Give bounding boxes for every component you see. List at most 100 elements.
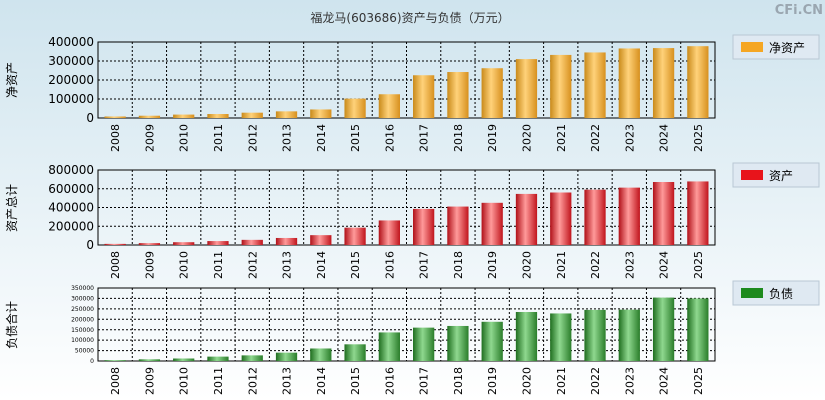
legend-swatch: [741, 288, 763, 298]
x-tick-label: 2008: [109, 367, 122, 395]
x-tick-label: 2009: [143, 251, 156, 279]
legend-box: [732, 34, 820, 60]
bar: [413, 75, 435, 118]
x-tick-label: 2015: [349, 367, 362, 395]
bar: [138, 243, 161, 245]
watermark: CFi.CN: [775, 3, 823, 18]
x-tick-label: 2015: [349, 124, 362, 152]
bar: [241, 239, 263, 245]
bar: [138, 115, 161, 118]
bar: [550, 54, 572, 118]
x-tick-label: 2025: [692, 367, 705, 395]
x-tick-label: 2011: [212, 367, 225, 395]
y-tick-label: 200000: [48, 219, 94, 233]
bar: [207, 114, 229, 118]
x-tick-label: 2017: [418, 251, 431, 279]
x-tick-label: 2017: [418, 367, 431, 395]
x-tick-label: 2018: [452, 367, 465, 395]
x-tick-label: 2010: [178, 367, 191, 395]
x-tick-label: 2016: [383, 251, 396, 279]
bar: [173, 114, 195, 118]
x-tick-label: 2019: [486, 251, 499, 279]
x-tick-label: 2017: [418, 124, 431, 152]
bar: [618, 309, 640, 361]
x-tick-label: 2023: [623, 367, 636, 395]
x-tick-label: 2022: [589, 124, 602, 152]
x-tick-label: 2013: [281, 251, 294, 279]
x-tick-label: 2021: [555, 367, 568, 395]
y-axis-label: 资产总计: [5, 184, 19, 232]
x-tick-label: 2013: [281, 124, 294, 152]
x-tick-label: 2023: [623, 124, 636, 152]
bar: [687, 46, 709, 118]
bar: [447, 325, 469, 361]
y-axis-label: 净资产: [5, 62, 19, 98]
y-tick-label: 100000: [48, 92, 94, 106]
legend: 资产: [732, 162, 820, 188]
y-tick-label: 200000: [71, 316, 94, 323]
x-tick-label: 2009: [143, 367, 156, 395]
legend-label: 负债: [769, 287, 793, 301]
y-tick-label: 400000: [48, 201, 94, 215]
bar: [447, 72, 469, 118]
y-tick-label: 150000: [71, 327, 94, 334]
bar: [652, 297, 675, 361]
bar: [310, 235, 332, 245]
x-tick-label: 2022: [589, 367, 602, 395]
x-tick-label: 2021: [555, 124, 568, 152]
y-tick-label: 300000: [71, 296, 94, 303]
bar: [378, 94, 400, 118]
legend: 净资产: [732, 34, 820, 60]
x-tick-label: 2012: [246, 251, 259, 279]
x-tick-label: 2020: [520, 367, 533, 395]
bar: [550, 313, 572, 361]
y-tick-label: 0: [86, 111, 94, 125]
bar: [618, 48, 640, 118]
y-tick-label: 100000: [71, 337, 94, 344]
bar: [378, 332, 400, 361]
x-tick-label: 2025: [692, 251, 705, 279]
x-tick-label: 2014: [315, 251, 328, 279]
bar: [241, 112, 263, 118]
bar: [413, 327, 435, 361]
bar: [584, 52, 606, 119]
y-tick-label: 600000: [48, 182, 94, 196]
x-tick-label: 2011: [212, 124, 225, 152]
x-tick-label: 2012: [246, 367, 259, 395]
bar: [310, 109, 332, 118]
x-tick-label: 2021: [555, 251, 568, 279]
x-tick-label: 2019: [486, 124, 499, 152]
bar: [481, 202, 503, 245]
x-tick-label: 2016: [383, 367, 396, 395]
bar: [241, 355, 263, 361]
bar: [173, 242, 195, 245]
bar: [584, 189, 606, 245]
x-tick-label: 2014: [315, 367, 328, 395]
y-tick-label: 300000: [48, 54, 94, 68]
bar: [104, 360, 126, 361]
x-tick-label: 2023: [623, 251, 636, 279]
y-tick-label: 50000: [75, 348, 94, 355]
bar: [104, 116, 126, 118]
x-tick-label: 2010: [178, 124, 191, 152]
panel-2: 800000 600000 400000 200000 0 2008 2009 2010 201…: [5, 162, 820, 279]
x-tick-label: 2010: [178, 251, 191, 279]
bar: [481, 321, 503, 361]
x-tick-label: 2024: [658, 124, 671, 152]
panel-1: 400000 300000 200000 100000 0 2008 2009 2010 201…: [5, 34, 820, 152]
bar: [207, 356, 229, 361]
x-tick-label: 2009: [143, 124, 156, 152]
legend: 负债: [732, 280, 820, 306]
bar: [687, 298, 709, 361]
legend-swatch: [741, 170, 763, 180]
x-tick-label: 2022: [589, 251, 602, 279]
bar: [344, 227, 366, 245]
x-tick-label: 2008: [109, 251, 122, 279]
x-tick-label: 2018: [452, 251, 465, 279]
legend-label: 净资产: [769, 41, 805, 55]
bar: [618, 187, 640, 245]
bar: [310, 348, 332, 361]
bar: [275, 237, 298, 245]
bar: [515, 311, 538, 361]
